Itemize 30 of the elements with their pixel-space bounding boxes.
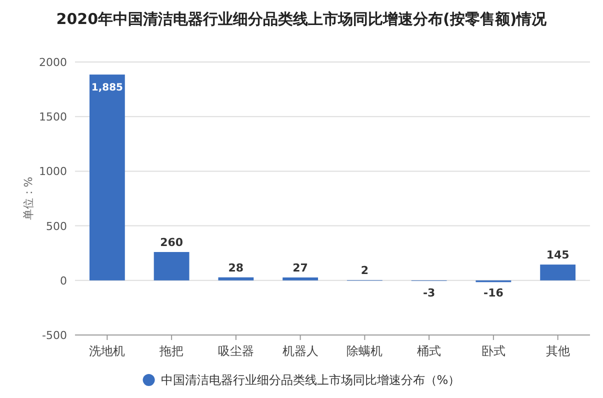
chart-title: 2020年中国清洁电器行业细分品类线上市场同比增速分布(按零售额)情况 (56, 10, 548, 28)
y-tick-label: -500 (42, 329, 67, 342)
bar (89, 74, 125, 280)
x-tick-label: 除螨机 (346, 344, 383, 358)
bar (540, 264, 576, 280)
bar (282, 277, 318, 280)
x-tick-label: 吸尘器 (218, 344, 254, 358)
x-tick-label: 其他 (546, 344, 570, 358)
y-tick-label: 0 (60, 274, 67, 288)
data-label: -3 (422, 286, 436, 300)
data-label: 27 (292, 261, 308, 274)
y-axis-title: 单位：% (22, 176, 35, 220)
y-tick-label: 1000 (39, 165, 67, 178)
y-tick-label: 500 (46, 220, 67, 233)
x-tick-label: 桶式 (417, 344, 442, 358)
y-tick-label: 2000 (39, 56, 67, 69)
data-label: 1,885 (91, 82, 124, 94)
x-tick-label: 洗地机 (89, 344, 126, 358)
data-label: 145 (546, 248, 570, 262)
bar (218, 277, 254, 280)
data-label: 28 (228, 261, 244, 274)
x-tick-label: 卧式 (481, 344, 506, 358)
data-label: 2 (360, 264, 369, 278)
x-tick-label: 机器人 (282, 344, 318, 358)
y-tick-label: 1500 (39, 110, 67, 124)
bar (154, 252, 190, 280)
x-tick-label: 拖把 (158, 344, 184, 358)
data-label: 260 (160, 236, 184, 250)
data-label: -16 (484, 286, 504, 300)
legend-label: 中国清洁电器行业细分品类线上市场同比增速分布（%） (160, 373, 460, 387)
